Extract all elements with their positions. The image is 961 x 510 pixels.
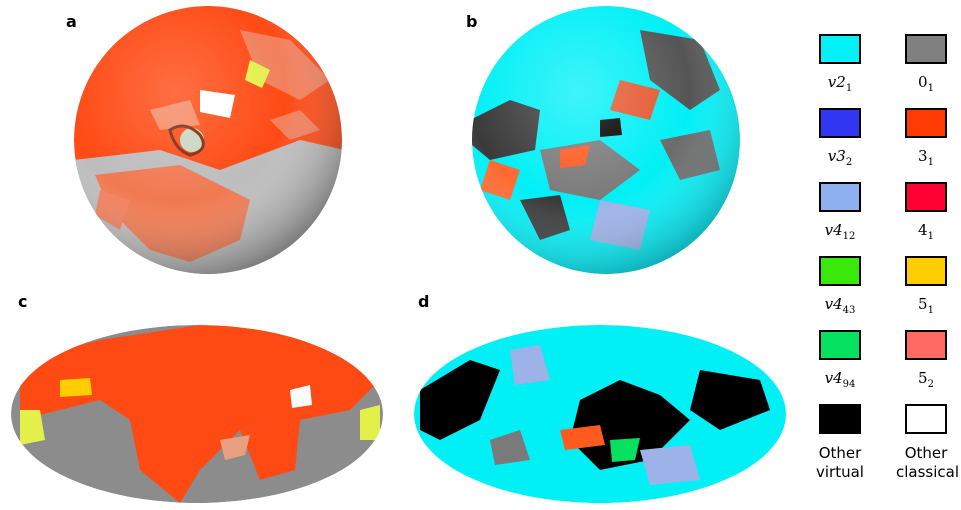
legend-swatch bbox=[819, 330, 861, 360]
map-c bbox=[11, 325, 383, 503]
legend-swatch bbox=[819, 108, 861, 138]
legend-label: Other virtual bbox=[816, 444, 864, 481]
legend-label: 31 bbox=[918, 147, 934, 168]
map-d bbox=[414, 325, 786, 503]
panel-label-a: a bbox=[66, 12, 77, 31]
legend-swatch bbox=[905, 108, 947, 138]
legend-swatch bbox=[905, 330, 947, 360]
legend-swatch bbox=[819, 256, 861, 286]
legend-label: 01 bbox=[918, 73, 934, 94]
legend-swatch bbox=[819, 34, 861, 64]
legend-label: v21 bbox=[827, 73, 853, 94]
legend-label: v32 bbox=[827, 147, 853, 168]
panel-label-c: c bbox=[18, 292, 28, 311]
legend-label: 51 bbox=[918, 295, 934, 316]
sphere-b bbox=[472, 6, 740, 274]
legend-label: v412 bbox=[824, 221, 856, 242]
legend-label: Other classical bbox=[896, 444, 960, 481]
panel-label-b: b bbox=[466, 12, 478, 31]
legend-swatch bbox=[905, 34, 947, 64]
legend-label: v443 bbox=[824, 295, 856, 316]
legend-swatch bbox=[905, 182, 947, 212]
legend-label: 41 bbox=[918, 221, 934, 242]
sphere-a bbox=[74, 6, 342, 274]
legend-swatch bbox=[905, 404, 947, 434]
legend-swatch bbox=[819, 182, 861, 212]
legend-label: 52 bbox=[918, 369, 934, 390]
legend-swatch bbox=[905, 256, 947, 286]
legend-label: v494 bbox=[824, 369, 856, 390]
panel-label-d: d bbox=[418, 292, 430, 311]
legend-swatch bbox=[819, 404, 861, 434]
